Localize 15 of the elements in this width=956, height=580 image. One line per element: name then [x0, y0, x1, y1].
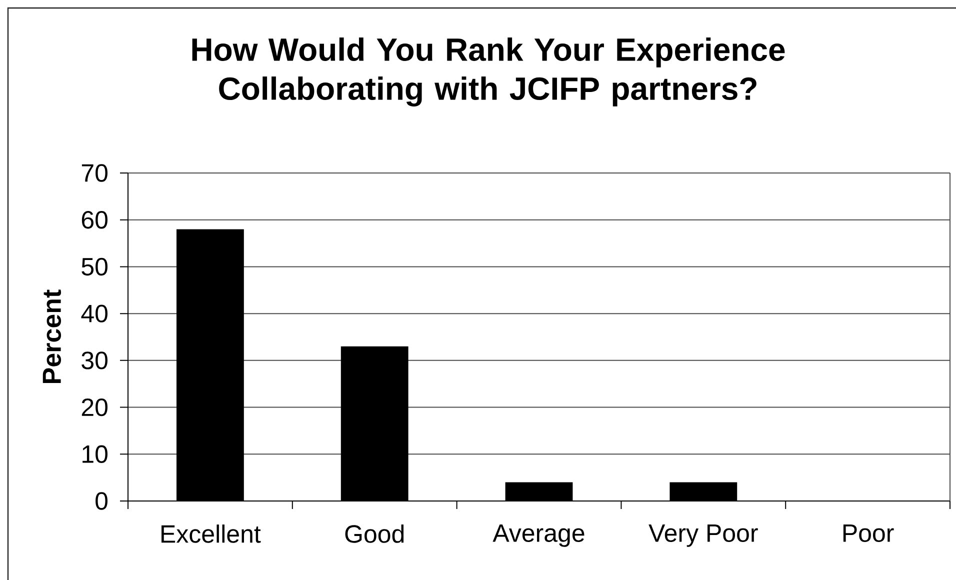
- y-tick-label: 0: [96, 492, 108, 510]
- chart-title: How Would You Rank Your Experience Collaborating with JCIFP partners?: [192, 38, 785, 106]
- y-tick-label: 10: [82, 445, 108, 463]
- x-tick-label: Average: [492, 524, 584, 547]
- y-axis-title: Percent: [42, 290, 62, 383]
- y-tick-label: 50: [82, 258, 108, 276]
- y-tick-label: 20: [82, 398, 108, 416]
- y-tick-label: 40: [81, 304, 108, 322]
- y-tick-label: 30: [82, 352, 108, 370]
- x-tick-label: Very Poor: [648, 524, 758, 547]
- y-tick-label: 70: [82, 164, 108, 182]
- y-tick-label: 60: [82, 211, 108, 229]
- x-tick-label: Excellent: [162, 524, 261, 543]
- x-tick-label: Poor: [843, 524, 894, 542]
- x-tick-label: Good: [345, 524, 404, 543]
